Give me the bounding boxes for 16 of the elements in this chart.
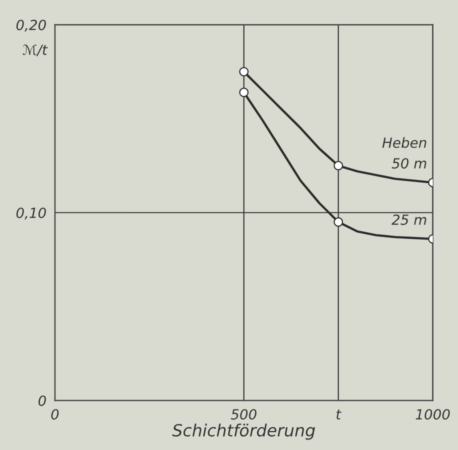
point xyxy=(334,217,344,227)
y-tick-label: 0 xyxy=(38,395,46,406)
x-axis-title: Schichtförderung xyxy=(172,424,315,440)
y-axis-title: ℳ/t xyxy=(22,44,48,56)
annotation: Heben xyxy=(382,137,426,148)
series-label: 50 m xyxy=(392,158,426,169)
x-tick-label: 500 xyxy=(230,409,256,420)
point xyxy=(239,66,249,76)
series-label: 25 m xyxy=(392,214,426,225)
y-tick-label: 0,10 xyxy=(16,208,46,220)
x-tick-label: 1000 xyxy=(416,409,450,420)
x-tick-label: 0 xyxy=(51,409,59,420)
x-tick-label: t xyxy=(336,410,342,420)
point xyxy=(334,160,344,170)
point xyxy=(239,88,249,98)
y-tick-label: 0,20 xyxy=(16,20,46,32)
